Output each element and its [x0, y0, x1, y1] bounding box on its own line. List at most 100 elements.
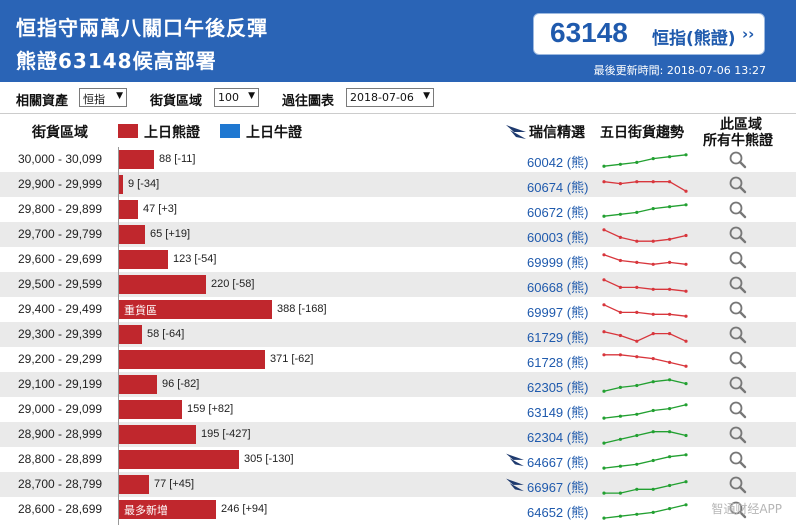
col-picks: 瑞信精選	[529, 125, 585, 141]
trend-point	[602, 228, 606, 232]
trend-point	[684, 433, 688, 438]
warrant-link[interactable]: 66967 (熊)	[527, 480, 589, 495]
filter-bar: 相關資產 恒指 ▼ 街貨區域 100 ▼ 過往圖表 2018-07-06 ▼	[0, 82, 796, 114]
warrant-link[interactable]: 69997 (熊)	[527, 305, 589, 320]
stock-quote-button[interactable]: 63148 恒指(熊證) ››	[533, 13, 765, 55]
warrant-link[interactable]: 60674 (熊)	[527, 180, 589, 195]
trend-line	[603, 431, 687, 444]
warrant-link[interactable]: 64652 (熊)	[527, 505, 589, 520]
trend-line	[603, 331, 687, 342]
trend-point	[618, 162, 622, 166]
magnifier-icon[interactable]	[728, 225, 748, 245]
magnifier-icon[interactable]	[728, 325, 748, 345]
bar-value-label: 65 [+19]	[150, 228, 191, 240]
row-range: 29,100 - 29,199	[18, 377, 103, 391]
bear-bar	[119, 375, 157, 394]
bar-value-label: 47 [+3]	[143, 203, 177, 215]
trend-point	[668, 260, 672, 264]
table-row: 29,600 - 29,699 123 [-54] 69999 (熊)	[0, 247, 796, 272]
magnifier-icon[interactable]	[728, 500, 748, 520]
magnifier-icon[interactable]	[728, 375, 748, 395]
trend-sparkline	[602, 253, 688, 266]
warrant-link[interactable]: 61729 (熊)	[527, 330, 589, 345]
trend-sparkline	[602, 378, 688, 393]
trend-point	[651, 287, 655, 291]
magnifier-icon[interactable]	[728, 350, 748, 370]
magnifier-icon[interactable]	[728, 300, 748, 320]
trend-line	[603, 379, 687, 392]
trend-point	[651, 207, 655, 211]
trend-point	[651, 408, 655, 413]
warrant-link[interactable]: 60672 (熊)	[527, 205, 589, 220]
trend-point	[635, 160, 639, 164]
bear-bar	[119, 300, 272, 319]
trend-point	[651, 510, 655, 514]
trend-point	[618, 310, 622, 314]
trend-point	[618, 333, 622, 338]
magnifier-icon[interactable]	[728, 250, 748, 270]
past-chart-select[interactable]: 2018-07-06 ▼	[346, 88, 434, 107]
trend-point	[635, 487, 639, 491]
warrant-link[interactable]: 64667 (熊)	[527, 455, 589, 470]
asset-label: 相關資產	[16, 94, 69, 109]
warrant-link[interactable]: 62304 (熊)	[527, 430, 589, 445]
trend-point	[602, 278, 606, 282]
trend-point	[618, 437, 622, 441]
magnifier-icon[interactable]	[728, 425, 748, 445]
trend-point	[668, 312, 672, 316]
warrant-link[interactable]: 62305 (熊)	[527, 380, 589, 395]
magnifier-icon[interactable]	[728, 475, 748, 495]
magnifier-icon[interactable]	[728, 275, 748, 295]
stock-name: 恒指(熊證)	[652, 29, 736, 49]
trend-point	[684, 262, 688, 266]
warrant-link[interactable]: 63149 (熊)	[527, 405, 589, 420]
warrant-link[interactable]: 60668 (熊)	[527, 280, 589, 295]
row-range: 28,800 - 28,899	[18, 452, 103, 466]
trend-point	[602, 441, 606, 445]
trend-point	[602, 491, 606, 495]
bar-value-label: 159 [+82]	[187, 403, 234, 415]
trend-point	[651, 312, 655, 316]
asset-select[interactable]: 恒指 ▼	[79, 88, 127, 107]
trend-point	[668, 407, 672, 411]
trend-line	[603, 454, 687, 469]
bear-bar	[119, 500, 216, 519]
trend-point	[618, 182, 622, 186]
col-trend: 五日街貨趨勢	[600, 125, 684, 141]
bar-value-label: 371 [-62]	[270, 353, 314, 365]
table-row: 29,700 - 29,799 65 [+19] 60003 (熊)	[0, 222, 796, 247]
trend-point	[635, 180, 639, 184]
warrant-link[interactable]: 60003 (熊)	[527, 230, 589, 245]
table-row: 29,500 - 29,599 220 [-58] 60668 (熊)	[0, 272, 796, 297]
trend-point	[618, 491, 622, 495]
trend-line	[603, 504, 687, 519]
bear-bar	[119, 350, 265, 369]
magnifier-icon[interactable]	[728, 400, 748, 420]
column-header: 街貨區域 上日熊證 上日牛證 瑞信精選 五日街貨趨勢 此區域 所有牛熊證	[0, 114, 796, 149]
magnifier-icon[interactable]	[728, 175, 748, 195]
table-row: 28,600 - 28,699 最多新增 246 [+94] 64652 (熊)	[0, 497, 796, 522]
trend-point	[618, 258, 622, 263]
trend-point	[602, 516, 606, 520]
magnifier-icon[interactable]	[728, 150, 748, 170]
trend-point	[684, 289, 688, 293]
header-banner: 恒指守兩萬八關口午後反彈 熊證63148候高部署 63148 恒指(熊證) ››…	[0, 0, 796, 82]
trend-point	[668, 507, 672, 511]
col-area-line1: 此區域	[720, 117, 762, 133]
trend-point	[668, 455, 672, 459]
headline-line2: 熊證63148候高部署	[16, 49, 217, 73]
data-table: 30,000 - 30,099 88 [-11] 60042 (熊) 29,900 -…	[0, 147, 796, 522]
magnifier-icon[interactable]	[728, 450, 748, 470]
trend-point	[618, 514, 622, 518]
double-chevron-right-icon: ››	[742, 25, 755, 43]
trend-point	[618, 414, 622, 418]
magnifier-icon[interactable]	[728, 200, 748, 220]
warrant-link[interactable]: 60042 (熊)	[527, 155, 589, 170]
trend-point	[684, 364, 688, 368]
warrant-link[interactable]: 61728 (熊)	[527, 355, 589, 370]
trend-point	[684, 153, 688, 157]
range-select[interactable]: 100 ▼	[214, 88, 259, 107]
bear-bar	[119, 400, 182, 419]
warrant-link[interactable]: 69999 (熊)	[527, 255, 589, 270]
trend-point	[602, 180, 606, 184]
